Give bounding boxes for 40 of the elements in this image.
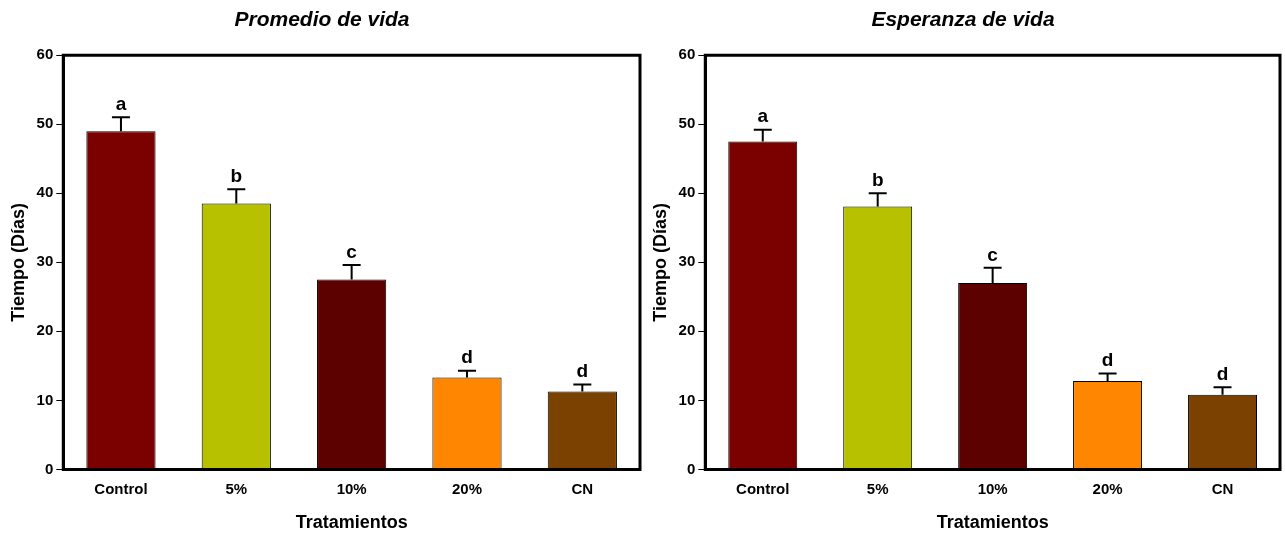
x-tick-label: Control bbox=[736, 479, 790, 497]
x-tick-label: 5% bbox=[225, 479, 248, 497]
y-tick-label: 20 bbox=[36, 321, 54, 339]
x-tick-label: CN bbox=[1211, 479, 1234, 497]
x-axis-title: Tratamientos bbox=[936, 512, 1049, 533]
y-tick-label: 50 bbox=[678, 114, 696, 132]
annotation: b bbox=[230, 164, 243, 186]
y-tick-label: 30 bbox=[36, 252, 54, 270]
x-axis-title: Tratamientos bbox=[295, 512, 408, 533]
x-tick-label: 10% bbox=[977, 479, 1008, 497]
y-tick-label: 50 bbox=[36, 114, 54, 132]
y-tick-label: 30 bbox=[678, 252, 696, 270]
annotation: c bbox=[987, 243, 999, 265]
y-tick-label: 60 bbox=[36, 45, 54, 63]
y-axis-title: Tiempo (Días) bbox=[7, 202, 28, 322]
y-tick-label: 10 bbox=[36, 390, 54, 408]
annotation: c bbox=[346, 240, 358, 262]
annotation: d bbox=[576, 360, 589, 382]
x-tick-label: CN bbox=[571, 479, 594, 497]
annotation: a bbox=[757, 105, 769, 127]
annotation: b bbox=[871, 169, 884, 190]
y-tick-label: 60 bbox=[678, 45, 696, 63]
y-tick-label: 0 bbox=[44, 459, 54, 477]
annotation: d bbox=[461, 346, 473, 368]
y-tick-label: 40 bbox=[678, 183, 696, 201]
x-tick-label: 10% bbox=[336, 479, 367, 497]
x-tick-label: Control bbox=[94, 479, 148, 497]
annotation: a bbox=[115, 93, 127, 115]
x-tick-label: 20% bbox=[451, 479, 482, 497]
y-tick-label: 40 bbox=[36, 183, 54, 201]
y-tick-label: 0 bbox=[686, 459, 696, 477]
chart-title: Promedio de vida bbox=[234, 7, 410, 31]
chart-title: Esperanza de vida bbox=[871, 7, 1055, 31]
annotation: d bbox=[1216, 362, 1229, 384]
x-tick-label: 5% bbox=[866, 479, 889, 497]
y-tick-label: 20 bbox=[678, 321, 696, 339]
x-tick-label: 20% bbox=[1092, 479, 1123, 497]
y-tick-label: 10 bbox=[678, 390, 696, 408]
y-axis-title: Tiempo (Días) bbox=[649, 202, 670, 322]
annotation: d bbox=[1101, 349, 1114, 371]
